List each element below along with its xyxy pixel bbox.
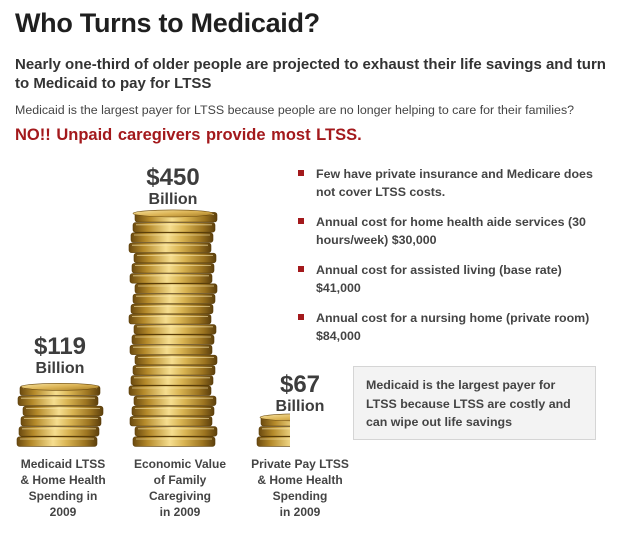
category-label-line: in 2009 (159, 505, 201, 519)
category-label-line: & Home Health (20, 473, 106, 487)
bullet-item: Annual cost for a nursing home (private … (296, 309, 606, 345)
value-label-caregiving: $450 Billion (128, 165, 218, 209)
category-label-medicaid: Medicaid LTSS & Home Health Spending in … (3, 456, 123, 520)
value-unit: Billion (275, 398, 325, 415)
category-label-caregiving: Economic Value of Family Caregiving in 2… (120, 456, 240, 520)
bullet-list: Few have private insurance and Medicare … (296, 165, 606, 357)
value-amount: $119 (33, 333, 87, 360)
bullet-square-icon (298, 314, 304, 320)
category-label-line: Medicaid LTSS (20, 457, 106, 471)
answer-text: NO!! Unpaid caregivers provide most LTSS… (15, 126, 362, 144)
page-title: Who Turns to Medicaid? (15, 8, 320, 38)
value-amount: $450 (146, 164, 200, 191)
bullet-item: Annual cost for home health aide service… (296, 213, 606, 249)
coin-stack-bar-medicaid (16, 382, 104, 447)
bullet-text: Annual cost for a nursing home (private … (316, 311, 590, 343)
value-unit: Billion (35, 360, 85, 377)
callout-box: Medicaid is the largest payer for LTSS b… (353, 366, 596, 440)
category-label-line: Caregiving (148, 489, 211, 503)
category-label-line: Economic Value (133, 457, 227, 471)
bullet-text: Few have private insurance and Medicare … (316, 167, 593, 199)
category-label-line: Spending in (28, 489, 98, 503)
category-label-line: in 2009 (279, 505, 321, 519)
coin-stack-bar-private-pay (256, 413, 290, 447)
coin-stack-bar-caregiving (128, 209, 218, 447)
category-label-line: 2009 (49, 505, 77, 519)
bullet-text: Annual cost for home health aide service… (316, 215, 586, 247)
page-subtitle: Nearly one-third of older people are pro… (15, 56, 606, 92)
value-label-medicaid: $119 Billion (15, 334, 105, 378)
category-label-line: Spending (272, 489, 328, 503)
value-unit: Billion (148, 191, 198, 208)
question-text: Medicaid is the largest payer for LTSS b… (15, 103, 575, 117)
value-label-private-pay: $67 Billion (255, 372, 345, 416)
category-label-private-pay: Private Pay LTSS & Home Health Spending … (240, 456, 360, 520)
category-label-line: Private Pay LTSS (251, 457, 349, 471)
bullet-square-icon (298, 266, 304, 272)
value-amount: $67 (279, 371, 321, 398)
category-label-line: & Home Health (257, 473, 343, 487)
bullet-item: Few have private insurance and Medicare … (296, 165, 606, 201)
category-label-line: of Family (153, 473, 207, 487)
coin-stack-chart (16, 209, 290, 447)
bullet-item: Annual cost for assisted living (base ra… (296, 261, 606, 297)
bullet-square-icon (298, 218, 304, 224)
bullet-text: Annual cost for assisted living (base ra… (316, 263, 562, 295)
bullet-square-icon (298, 170, 304, 176)
